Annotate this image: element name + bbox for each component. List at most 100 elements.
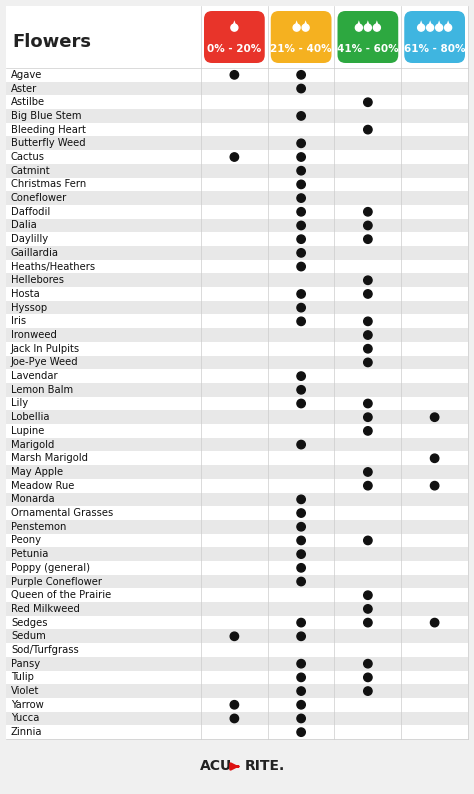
Circle shape [297,262,305,271]
Bar [6,383,468,397]
Text: Lupine: Lupine [11,426,45,436]
Text: 41% - 60%: 41% - 60% [337,44,399,55]
Circle shape [297,660,305,668]
Text: Agave: Agave [11,70,42,80]
Circle shape [364,687,372,696]
Bar [6,246,468,260]
Bar [6,218,468,233]
Circle shape [297,495,305,503]
Text: Christmas Fern: Christmas Fern [11,179,86,190]
Polygon shape [446,21,450,26]
Circle shape [297,194,305,202]
Bar [6,630,468,643]
Circle shape [297,728,305,736]
Circle shape [297,249,305,257]
Text: Hyssop: Hyssop [11,303,47,313]
Bar [6,137,468,150]
Circle shape [297,522,305,531]
Bar [6,342,468,356]
FancyBboxPatch shape [271,11,331,63]
Circle shape [297,303,305,312]
Circle shape [364,660,372,668]
Text: Poppy (general): Poppy (general) [11,563,90,572]
Circle shape [418,24,425,31]
Text: Lobellia: Lobellia [11,412,49,422]
Text: Monarda: Monarda [11,495,55,504]
Bar [6,68,468,82]
Text: Lavendar: Lavendar [11,371,58,381]
Text: Gaillardia: Gaillardia [11,248,59,258]
Text: Red Milkweed: Red Milkweed [11,604,80,614]
Circle shape [297,673,305,681]
Bar [6,356,468,369]
Bar [6,534,468,547]
Polygon shape [366,21,370,26]
Text: Marigold: Marigold [11,440,55,449]
Circle shape [364,290,372,299]
Text: Ornamental Grasses: Ornamental Grasses [11,508,113,518]
Bar [6,410,468,424]
Circle shape [364,399,372,407]
Bar [6,287,468,301]
Circle shape [297,222,305,229]
Polygon shape [428,21,432,26]
Bar [6,109,468,123]
Circle shape [293,24,300,31]
Circle shape [231,24,238,31]
Text: Penstemon: Penstemon [11,522,66,532]
Text: Petunia: Petunia [11,549,48,559]
Circle shape [364,235,372,244]
Bar [6,191,468,205]
Bar [0,739,474,794]
Circle shape [230,700,238,709]
Text: Bleeding Heart: Bleeding Heart [11,125,86,135]
Text: Heaths/Heathers: Heaths/Heathers [11,261,95,272]
Text: Aster: Aster [11,83,37,94]
Bar [6,561,468,575]
Circle shape [445,24,452,31]
Bar [6,6,468,68]
Circle shape [364,276,372,284]
Circle shape [297,550,305,558]
Bar [6,328,468,342]
Circle shape [297,399,305,407]
Polygon shape [303,21,308,26]
Text: 21% - 40%: 21% - 40% [270,44,332,55]
Text: Violet: Violet [11,686,39,696]
Circle shape [297,536,305,545]
Polygon shape [375,21,379,26]
Circle shape [436,24,443,31]
Circle shape [430,619,439,626]
FancyBboxPatch shape [204,11,265,63]
Bar [6,164,468,178]
Bar [6,233,468,246]
Circle shape [230,715,238,723]
Bar [6,95,468,109]
Text: Daylilly: Daylilly [11,234,48,245]
Bar [6,616,468,630]
Text: RITE.: RITE. [245,760,285,773]
Bar [6,301,468,314]
Circle shape [230,152,238,161]
Circle shape [297,372,305,380]
Text: Purple Coneflower: Purple Coneflower [11,576,102,587]
Text: 61% - 80%: 61% - 80% [404,44,465,55]
Text: Iris: Iris [11,316,26,326]
Text: May Apple: May Apple [11,467,63,477]
Bar [6,205,468,218]
Circle shape [364,345,372,353]
Bar [6,178,468,191]
Bar [6,437,468,452]
Circle shape [430,481,439,490]
Circle shape [230,71,238,79]
Circle shape [297,700,305,709]
Circle shape [297,632,305,641]
Bar [6,711,468,725]
Text: Pansy: Pansy [11,659,40,669]
FancyBboxPatch shape [337,11,398,63]
Bar [6,273,468,287]
Bar [6,369,468,383]
Circle shape [364,222,372,229]
Bar [6,507,468,520]
Text: Daffodil: Daffodil [11,206,50,217]
